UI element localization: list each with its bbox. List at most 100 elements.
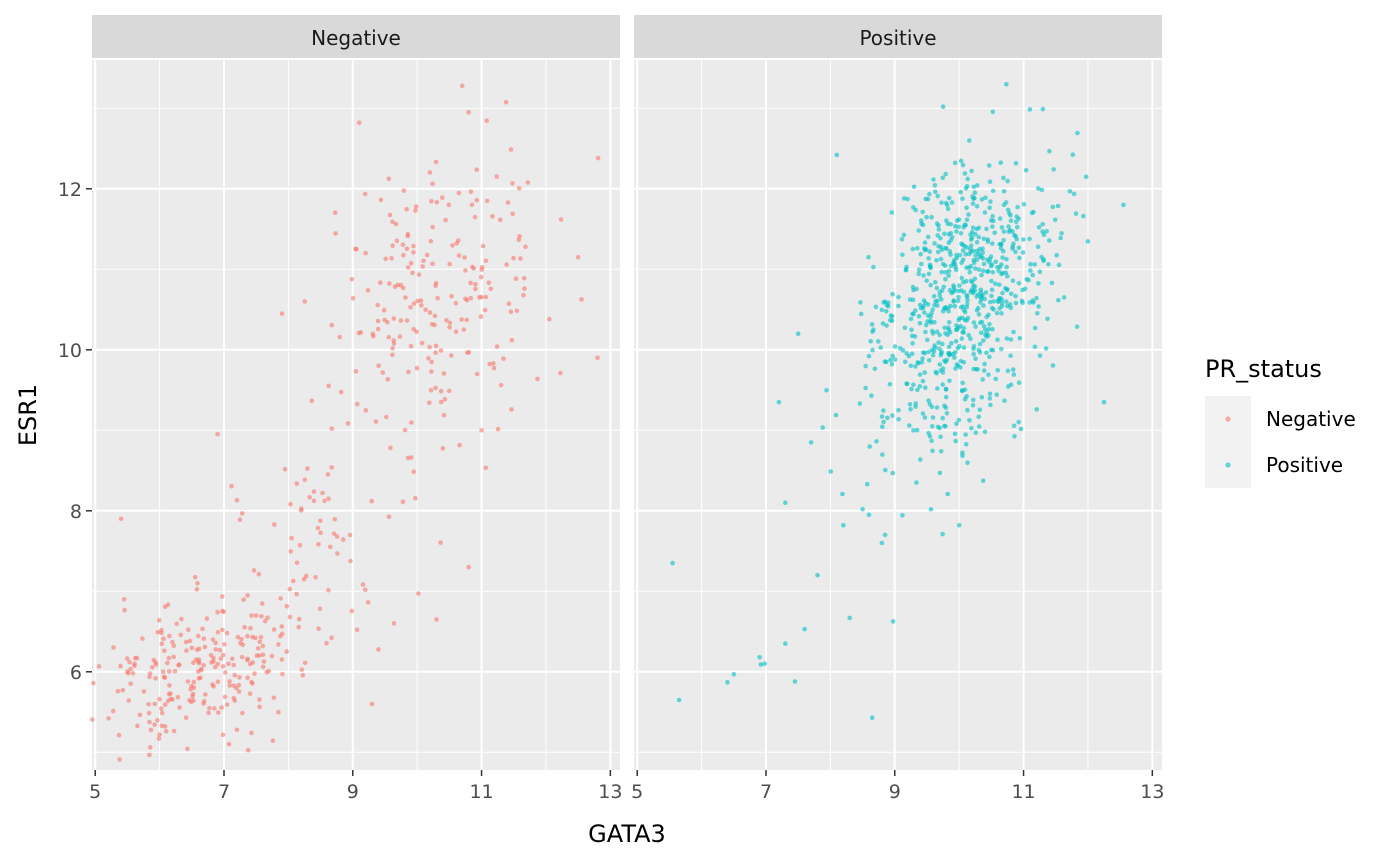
data-point bbox=[981, 338, 986, 343]
data-point bbox=[185, 746, 190, 752]
data-point bbox=[933, 189, 938, 195]
data-point bbox=[313, 575, 318, 580]
data-point bbox=[946, 344, 952, 350]
data-point bbox=[298, 508, 304, 513]
data-point bbox=[237, 675, 242, 680]
data-point bbox=[884, 309, 889, 314]
data-point bbox=[221, 609, 226, 615]
data-point bbox=[406, 369, 411, 375]
data-point bbox=[956, 523, 962, 528]
data-point bbox=[987, 391, 993, 397]
data-point bbox=[234, 727, 240, 733]
data-point bbox=[385, 377, 391, 382]
data-point bbox=[446, 202, 452, 208]
data-point bbox=[954, 421, 959, 427]
data-point bbox=[910, 341, 915, 346]
data-point bbox=[466, 110, 472, 115]
data-point bbox=[988, 199, 993, 204]
data-point bbox=[474, 167, 480, 172]
data-point bbox=[1000, 290, 1005, 296]
data-point bbox=[917, 384, 923, 389]
data-point bbox=[120, 687, 126, 693]
data-point bbox=[178, 632, 184, 638]
data-point bbox=[219, 705, 224, 710]
data-point bbox=[938, 449, 944, 454]
data-point bbox=[962, 309, 968, 315]
data-point bbox=[299, 667, 305, 672]
data-point bbox=[946, 195, 952, 201]
data-point bbox=[912, 334, 918, 339]
data-point bbox=[363, 250, 368, 256]
data-point bbox=[509, 407, 514, 412]
data-point bbox=[482, 307, 488, 313]
data-point bbox=[1010, 367, 1016, 372]
data-point bbox=[920, 411, 926, 416]
facet-panel-positive: Positive bbox=[634, 15, 1162, 770]
data-point bbox=[189, 645, 195, 651]
data-point bbox=[1056, 262, 1062, 268]
data-point bbox=[967, 251, 972, 257]
data-point bbox=[920, 209, 925, 215]
data-point bbox=[191, 660, 196, 665]
data-point bbox=[911, 382, 916, 388]
data-point bbox=[887, 382, 893, 387]
data-point bbox=[1001, 175, 1006, 181]
data-point bbox=[111, 645, 116, 650]
data-point bbox=[946, 320, 952, 325]
data-point bbox=[916, 360, 921, 366]
data-point bbox=[411, 243, 416, 249]
data-point bbox=[260, 652, 266, 657]
data-point bbox=[923, 329, 928, 335]
data-point bbox=[147, 671, 153, 676]
data-point bbox=[162, 675, 168, 681]
data-point bbox=[990, 241, 995, 246]
data-point bbox=[958, 158, 964, 164]
data-point bbox=[933, 280, 938, 285]
data-point bbox=[484, 118, 490, 123]
data-point bbox=[1003, 200, 1009, 205]
data-point bbox=[296, 624, 302, 630]
data-point bbox=[433, 385, 438, 391]
data-point bbox=[257, 653, 262, 658]
data-point bbox=[501, 356, 506, 362]
data-point bbox=[326, 383, 332, 389]
data-point bbox=[147, 752, 152, 758]
data-point bbox=[937, 346, 942, 352]
x-tick-label: 13 bbox=[598, 781, 622, 803]
data-point bbox=[456, 253, 462, 258]
data-point bbox=[944, 357, 950, 363]
data-point bbox=[249, 730, 254, 736]
data-point bbox=[390, 352, 395, 358]
data-point bbox=[160, 669, 166, 674]
data-point bbox=[226, 741, 232, 747]
data-point bbox=[977, 407, 983, 413]
data-point bbox=[965, 315, 971, 321]
data-point bbox=[391, 621, 397, 626]
data-point bbox=[982, 210, 988, 215]
data-point bbox=[1010, 278, 1016, 284]
data-point bbox=[889, 318, 895, 324]
data-point bbox=[317, 606, 323, 611]
data-point bbox=[986, 372, 991, 378]
data-point bbox=[270, 738, 276, 743]
data-point bbox=[447, 261, 453, 267]
data-point bbox=[954, 218, 960, 223]
data-point bbox=[248, 625, 253, 631]
legend-key-positive bbox=[1225, 462, 1231, 468]
data-point bbox=[405, 233, 411, 239]
data-point bbox=[404, 246, 410, 252]
data-point bbox=[1011, 423, 1017, 429]
data-point bbox=[857, 401, 863, 406]
data-point bbox=[316, 542, 321, 547]
data-point bbox=[353, 369, 359, 374]
data-point bbox=[1049, 280, 1055, 286]
data-point bbox=[483, 258, 489, 264]
data-point bbox=[985, 257, 990, 263]
data-point bbox=[670, 560, 675, 566]
data-point bbox=[828, 469, 834, 474]
data-point bbox=[910, 284, 916, 290]
y-tick-label: 12 bbox=[58, 179, 82, 201]
data-point bbox=[171, 654, 176, 660]
data-point bbox=[130, 671, 136, 676]
